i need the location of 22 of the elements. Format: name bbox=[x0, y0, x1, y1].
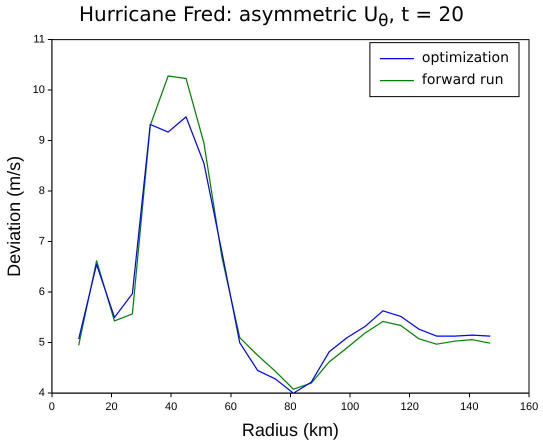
legend-label: forward run bbox=[422, 72, 504, 88]
x-tick-label: 20 bbox=[105, 400, 118, 413]
x-tick-label: 60 bbox=[224, 400, 237, 413]
x-tick-label: 140 bbox=[460, 400, 479, 413]
x-tick-label: 80 bbox=[284, 400, 297, 413]
y-tick-label: 4 bbox=[38, 387, 45, 400]
y-tick-label: 8 bbox=[38, 185, 45, 198]
legend-label: optimization bbox=[422, 50, 510, 66]
y-tick-label: 6 bbox=[38, 286, 45, 298]
x-tick-label: 160 bbox=[520, 400, 538, 413]
chart-title: Hurricane Fred: asymmetric U$_{θ}$, t = 20 bbox=[78, 2, 465, 30]
y-tick-label: 10 bbox=[32, 84, 45, 96]
x-tick-label: 40 bbox=[165, 400, 178, 413]
y-tick-label: 9 bbox=[38, 134, 45, 147]
x-axis-title: Radius (km) bbox=[242, 420, 339, 440]
x-tick-label: 120 bbox=[400, 400, 419, 413]
x-tick-label: 100 bbox=[340, 400, 360, 413]
y-axis-title: Deviation (m/s) bbox=[4, 156, 24, 277]
y-tick-label: 11 bbox=[33, 34, 45, 46]
y-tick-label: 7 bbox=[38, 236, 45, 248]
x-tick-label: 0 bbox=[48, 400, 55, 413]
y-tick-label: 5 bbox=[38, 336, 45, 349]
